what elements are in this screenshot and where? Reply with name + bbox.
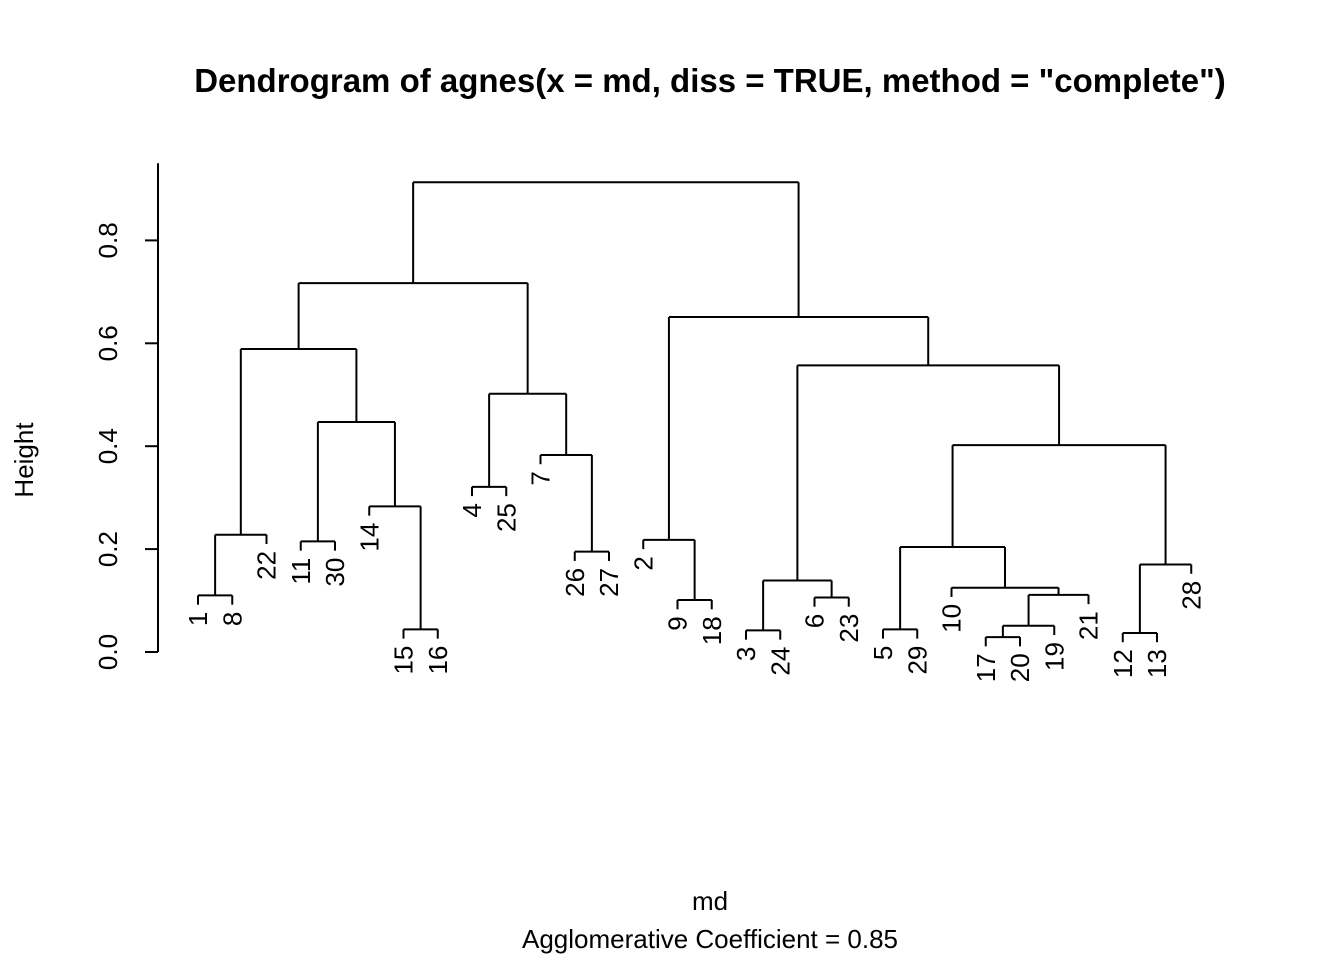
y-tick-label: 0.8: [93, 222, 123, 258]
leaf-label-25: 25: [491, 503, 521, 532]
leaf-label-10: 10: [937, 604, 967, 633]
dendrogram-branches: [197, 181, 1193, 647]
leaf-label-23: 23: [834, 614, 864, 643]
leaf-label-14: 14: [354, 523, 384, 552]
leaf-label-27: 27: [594, 568, 624, 597]
leaf-label-7: 7: [526, 471, 556, 485]
leaf-label-12: 12: [1108, 649, 1138, 678]
leaf-label-22: 22: [252, 551, 282, 580]
agglomerative-coefficient-label: Agglomerative Coefficient = 0.85: [522, 924, 898, 954]
leaf-label-8: 8: [217, 612, 247, 626]
leaf-label-17: 17: [971, 653, 1001, 682]
leaf-label-20: 20: [1005, 653, 1035, 682]
leaf-label-9: 9: [663, 616, 693, 630]
y-tick-label: 0.6: [93, 325, 123, 361]
y-tick-label: 0.0: [93, 634, 123, 670]
leaf-label-24: 24: [765, 647, 795, 676]
leaf-label-16: 16: [423, 646, 453, 675]
chart-title: Dendrogram of agnes(x = md, diss = TRUE,…: [194, 62, 1226, 99]
leaf-label-3: 3: [731, 647, 761, 661]
leaf-label-30: 30: [320, 558, 350, 587]
leaf-label-2: 2: [628, 556, 658, 570]
leaf-label-15: 15: [389, 646, 419, 675]
leaf-label-18: 18: [697, 616, 727, 645]
y-axis-label: Height: [9, 422, 39, 498]
leaf-label-29: 29: [902, 646, 932, 675]
leaf-label-26: 26: [560, 568, 590, 597]
leaf-label-6: 6: [800, 614, 830, 628]
leaf-label-13: 13: [1142, 649, 1172, 678]
leaf-label-1: 1: [183, 612, 213, 626]
leaf-label-11: 11: [286, 558, 316, 585]
leaf-label-28: 28: [1176, 581, 1206, 610]
x-axis-label: md: [692, 886, 728, 916]
y-tick-label: 0.4: [93, 428, 123, 464]
leaf-label-5: 5: [868, 646, 898, 660]
leaf-label-21: 21: [1074, 611, 1104, 640]
leaf-label-19: 19: [1039, 642, 1069, 671]
y-axis: 0.0 0.2 0.4 0.6 0.8: [93, 163, 159, 670]
leaf-label-4: 4: [457, 503, 487, 517]
y-tick-label: 0.2: [93, 531, 123, 567]
